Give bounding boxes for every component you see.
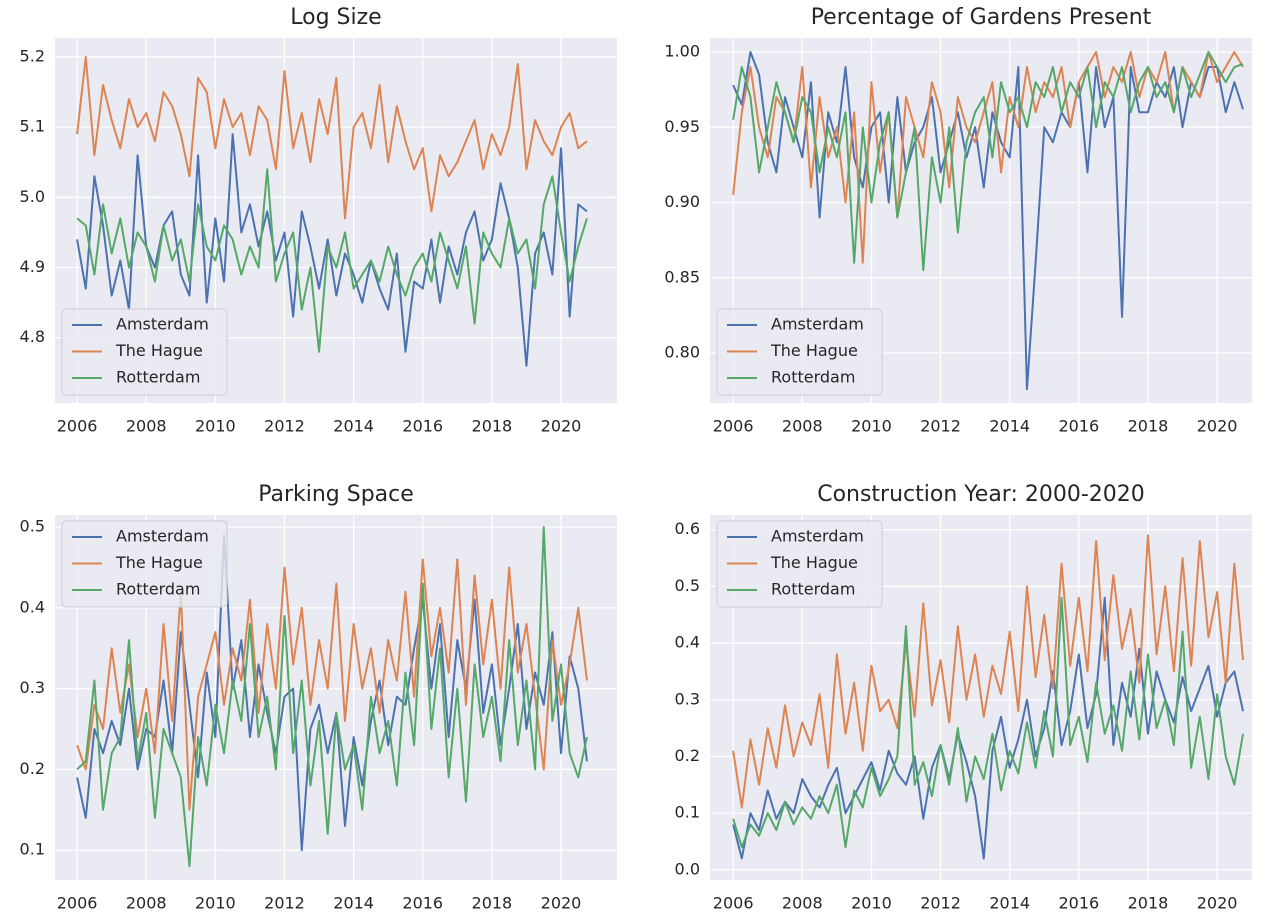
x-tick-label: 2020 <box>541 894 582 913</box>
x-tick-label: 2018 <box>1128 417 1169 436</box>
y-tick-label: 5.2 <box>20 46 45 65</box>
x-tick-label: 2006 <box>713 894 754 913</box>
y-tick-label: 0.3 <box>675 689 700 708</box>
x-tick-label: 2006 <box>57 894 98 913</box>
legend-label: The Hague <box>770 553 858 572</box>
x-tick-label: 2016 <box>1058 894 1099 913</box>
x-tick-label: 2018 <box>472 417 513 436</box>
y-tick-label: 0.2 <box>675 746 700 765</box>
y-tick-label: 0.3 <box>20 678 45 697</box>
y-tick-label: 1.00 <box>664 41 700 60</box>
legend: Amsterdam The Hague Rotterdam <box>716 308 883 396</box>
x-tick-label: 2008 <box>126 894 167 913</box>
line-series <box>76 55 588 220</box>
line-series <box>732 596 1244 849</box>
legend-box <box>61 520 228 608</box>
legend-label: Amsterdam <box>116 527 209 546</box>
line-series <box>732 534 1245 809</box>
y-tick-label: 0.4 <box>20 597 45 616</box>
y-tick-label: 4.8 <box>20 327 45 346</box>
chart-title: Log Size <box>290 5 381 30</box>
legend-box <box>716 308 883 396</box>
legend-box <box>716 520 883 608</box>
x-tick-label: 2020 <box>1197 417 1238 436</box>
y-tick-label: 0.4 <box>675 633 700 652</box>
x-tick-label: 2016 <box>1058 417 1099 436</box>
y-tick-label: 0.5 <box>675 576 700 595</box>
chart-title: Percentage of Gardens Present <box>811 5 1152 30</box>
subplot: Parking Space 0.1 0.2 0.3 0.4 0.5 2006 2008 2010… <box>20 482 617 913</box>
y-tick-label: 0.85 <box>664 267 700 286</box>
x-tick-label: 2020 <box>541 417 582 436</box>
legend-label: Rotterdam <box>771 580 855 599</box>
legend-label: Amsterdam <box>116 315 209 334</box>
subplot: Construction Year: 2000-2020 0.0 0.1 0.2 0.3… <box>675 482 1252 913</box>
legend-label: The Hague <box>115 341 203 360</box>
x-tick-label: 2014 <box>989 417 1030 436</box>
line-series <box>732 51 1244 264</box>
x-tick-label: 2016 <box>402 417 443 436</box>
chart-title: Construction Year: 2000-2020 <box>817 482 1145 507</box>
legend-box <box>61 308 228 396</box>
x-tick-label: 2014 <box>989 894 1030 913</box>
line-series <box>732 51 1244 391</box>
x-tick-label: 2012 <box>920 417 961 436</box>
y-tick-label: 4.9 <box>20 257 45 276</box>
y-tick-label: 0.6 <box>675 519 700 538</box>
x-tick-label: 2010 <box>195 417 236 436</box>
x-tick-label: 2018 <box>472 894 513 913</box>
line-series <box>76 168 588 353</box>
line-series <box>76 558 588 811</box>
x-tick-label: 2012 <box>920 894 961 913</box>
legend: Amsterdam The Hague Rotterdam <box>716 520 883 608</box>
y-tick-label: 0.1 <box>675 803 700 822</box>
x-tick-label: 2018 <box>1128 894 1169 913</box>
legend-label: Rotterdam <box>771 368 855 387</box>
y-tick-label: 0.95 <box>664 117 700 136</box>
line-series <box>76 526 588 868</box>
x-tick-label: 2010 <box>851 417 892 436</box>
y-tick-label: 0.90 <box>664 192 700 211</box>
x-tick-label: 2006 <box>713 417 754 436</box>
x-tick-label: 2016 <box>402 894 443 913</box>
x-tick-label: 2010 <box>195 894 236 913</box>
y-tick-label: 0.2 <box>20 759 45 778</box>
x-tick-label: 2008 <box>782 417 823 436</box>
legend: Amsterdam The Hague Rotterdam <box>61 520 228 608</box>
y-tick-label: 0.80 <box>664 343 700 362</box>
x-tick-label: 2014 <box>333 894 374 913</box>
legend-label: The Hague <box>770 341 858 360</box>
y-tick-label: 5.1 <box>20 117 45 136</box>
x-tick-label: 2012 <box>264 894 305 913</box>
legend-label: Amsterdam <box>771 315 864 334</box>
subplot: Log Size 4.8 4.9 5.0 5.1 5.2 2006 2008 2010 2012 2… <box>20 5 617 436</box>
x-tick-label: 2006 <box>57 417 98 436</box>
line-series <box>732 51 1244 272</box>
x-tick-label: 2008 <box>126 417 167 436</box>
x-tick-label: 2012 <box>264 417 305 436</box>
legend-label: Amsterdam <box>771 527 864 546</box>
x-tick-label: 2014 <box>333 417 374 436</box>
legend-label: The Hague <box>115 553 203 572</box>
chart-title: Parking Space <box>258 482 414 507</box>
line-series <box>732 596 1244 860</box>
subplot: Percentage of Gardens Present 0.80 0.85 0.9… <box>664 5 1252 436</box>
y-tick-label: 5.0 <box>20 187 45 206</box>
x-tick-label: 2010 <box>851 894 892 913</box>
y-tick-label: 0.0 <box>675 859 700 878</box>
y-tick-label: 0.5 <box>20 517 45 536</box>
x-tick-label: 2008 <box>782 894 823 913</box>
legend-label: Rotterdam <box>116 580 200 599</box>
y-tick-label: 0.1 <box>20 840 45 859</box>
x-tick-label: 2020 <box>1197 894 1238 913</box>
legend: Amsterdam The Hague Rotterdam <box>61 308 228 396</box>
legend-label: Rotterdam <box>116 368 200 387</box>
